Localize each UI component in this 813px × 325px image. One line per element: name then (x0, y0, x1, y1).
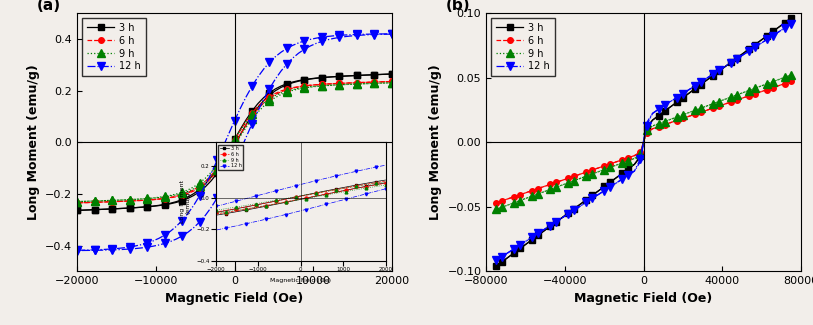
Legend: 3 h, 6 h, 9 h, 12 h: 3 h, 6 h, 9 h, 12 h (491, 18, 554, 76)
Legend: 3 h, 6 h, 9 h, 12 h: 3 h, 6 h, 9 h, 12 h (82, 18, 146, 76)
Y-axis label: Long Moment (emu/g): Long Moment (emu/g) (428, 64, 441, 220)
Text: (b): (b) (446, 0, 470, 13)
Text: (a): (a) (37, 0, 60, 13)
X-axis label: Magnetic Field (Oe): Magnetic Field (Oe) (165, 292, 304, 305)
Y-axis label: Long Moment (emu/g): Long Moment (emu/g) (27, 64, 40, 220)
X-axis label: Magnetic Field (Oe): Magnetic Field (Oe) (574, 292, 713, 305)
